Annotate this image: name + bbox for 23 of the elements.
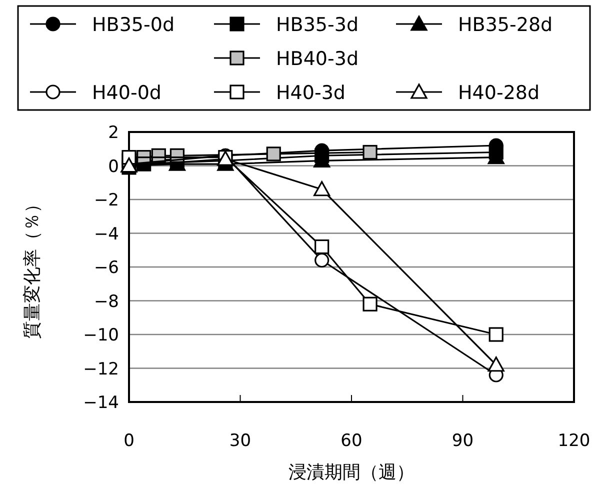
y-axis-title: 質量変化率（％） (22, 195, 43, 339)
y-tick-label: −2 (94, 190, 119, 210)
y-tick-label: 0 (108, 156, 119, 177)
legend-label: H40-28d (458, 82, 540, 104)
x-tick-label: 120 (558, 431, 590, 451)
y-tick-label: −8 (94, 292, 119, 312)
legend-label: H40-0d (92, 82, 162, 104)
legend-label: HB35-0d (92, 14, 175, 36)
x-tick-label: 90 (452, 431, 474, 451)
legend-label: HB35-28d (458, 14, 553, 36)
x-tick-label: 30 (229, 431, 252, 451)
y-tick-label: −14 (83, 393, 119, 413)
y-tick-label: −4 (94, 224, 119, 244)
y-tick-label: −6 (94, 258, 119, 278)
legend-label: H40-3d (276, 82, 346, 104)
y-tick-label: 2 (108, 123, 119, 143)
legend-label: HB40-3d (276, 48, 359, 70)
x-tick-label: 60 (340, 431, 362, 451)
x-tick-label: 0 (124, 431, 134, 451)
legend-label: HB35-3d (276, 14, 359, 36)
x-axis-title: 浸漬期間（週） (288, 462, 414, 483)
y-tick-label: −12 (83, 359, 119, 380)
y-tick-label: −10 (83, 326, 119, 346)
